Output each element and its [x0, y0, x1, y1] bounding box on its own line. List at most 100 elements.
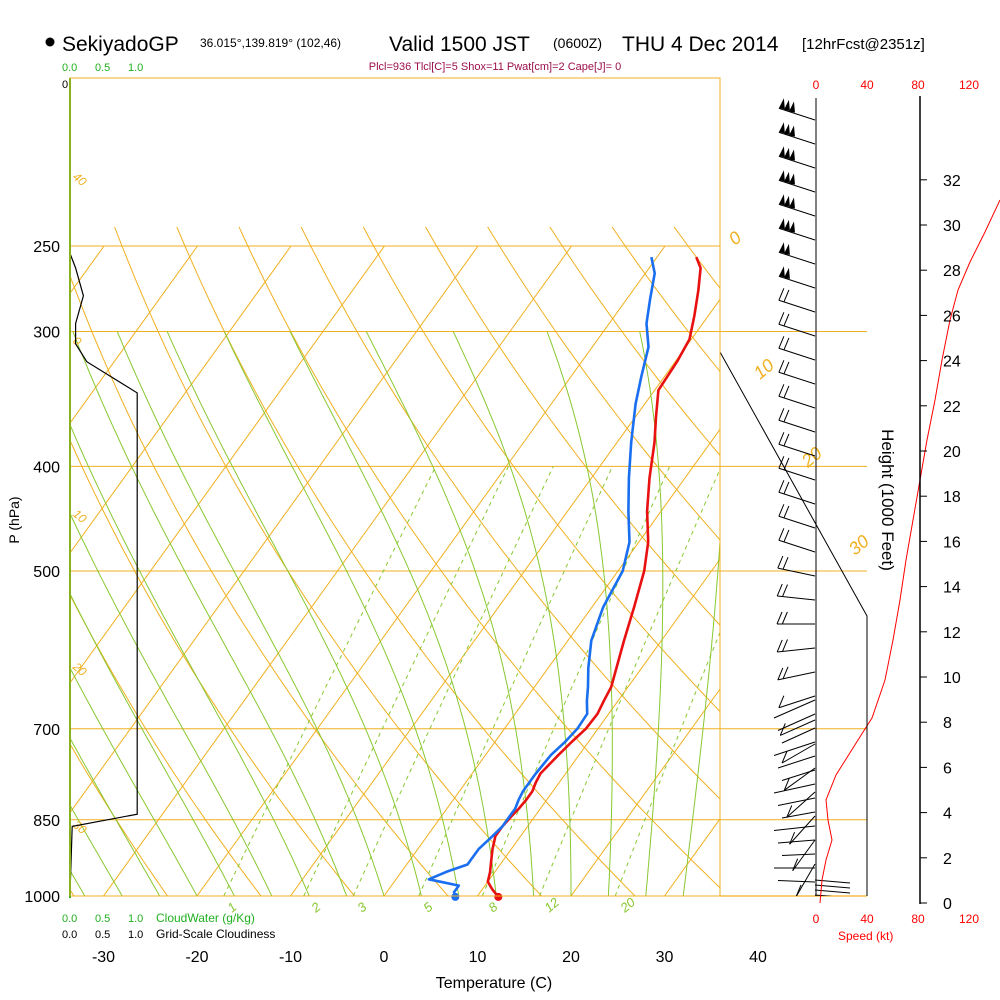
wind-barb-feather [778, 312, 785, 325]
wind-barb-feather [776, 639, 783, 653]
wind-barb-feather [795, 884, 802, 896]
speed-tick-top: 120 [959, 78, 979, 92]
station-coords: 36.015°,139.819° (102,46) [200, 36, 341, 50]
mixing-ratio-line [539, 468, 720, 896]
height-tick-label: 12 [943, 625, 961, 642]
wind-barb-feather [781, 750, 788, 764]
wind-barb-flag [788, 101, 795, 113]
wind-barb-shaft [780, 719, 816, 736]
wind-barb-shaft [778, 395, 816, 409]
wind-barb-flag [788, 197, 795, 209]
surface-wind-barb [814, 884, 851, 889]
isotherm-lines [70, 78, 1000, 896]
moist-adiabat-label: 10 [750, 355, 778, 383]
moist-adiabat-line [72, 331, 348, 896]
wind-barb-feather [782, 584, 788, 597]
height-tick-label: 32 [943, 173, 961, 190]
wind-barb-shaft [778, 155, 816, 169]
temperature-tick-label: 30 [656, 949, 674, 966]
speed-tick-bottom: 120 [959, 912, 979, 926]
cloud-water-bottom-tick-0: 0.0 [62, 913, 77, 925]
cloud-water-top-tick-2: 1.0 [128, 62, 143, 74]
dry-adiabat-line [985, 227, 1000, 919]
moist-adiabat-line [546, 331, 613, 896]
station-name: SekiyadoGP [62, 33, 179, 56]
wind-barb-shaft [773, 825, 816, 831]
dry-adiabat-line [114, 226, 543, 896]
surface-wind-barb [814, 889, 851, 894]
wind-barb-flag [783, 195, 790, 207]
dry-adiabat-line [549, 226, 720, 457]
wind-barb-flag [783, 99, 790, 111]
wind-barb-shaft [778, 539, 816, 553]
wind-barb-shaft [773, 741, 816, 756]
wind-barb-shaft [778, 203, 816, 217]
moist-adiabat-lines [0, 331, 720, 897]
dry-adiabat-line [923, 227, 1000, 919]
height-tick-label: 24 [943, 354, 961, 371]
wind-barb-feather [783, 481, 790, 495]
dry-adiabat-line [176, 226, 636, 896]
moist-adiabat-line [70, 592, 235, 896]
moist-adiabat-line [223, 331, 460, 896]
dry-adiabat-line [70, 274, 449, 896]
wind-barb-feather [792, 858, 799, 871]
wind-barb-shaft [781, 743, 816, 764]
stability-indices: Plcl=936 Tlcl[C]=5 Shox=11 Pwat[cm]=2 Ca… [369, 61, 621, 73]
cloud-water-bottom-tick-2: 1.0 [128, 913, 143, 925]
wind-barb-feather [782, 557, 789, 570]
wind-barb-shaft [778, 347, 816, 361]
wind-barb-flag [788, 125, 795, 137]
isotherm-line [945, 246, 1000, 896]
moist-adiabat-label: 0 [725, 227, 746, 249]
moist-adiabat-line [70, 667, 198, 896]
wind-barb-shaft [778, 371, 816, 385]
moist-adiabat-label: 20 [797, 443, 826, 472]
wind-barb-flag [778, 146, 785, 158]
temperature-tick-label: -20 [185, 949, 208, 966]
temperature-tick-label: 40 [749, 949, 767, 966]
wind-barb-shaft [781, 727, 816, 744]
moist-adiabat-line [289, 331, 497, 896]
cloud-water-bottom-tick-1: 0.5 [95, 913, 110, 925]
pressure-tick-label: 700 [33, 722, 60, 739]
wind-barb-flag [778, 266, 785, 278]
wind-barb-shaft [778, 491, 816, 505]
moist-adiabat-line [70, 804, 123, 896]
wind-barb-shaft [778, 515, 816, 529]
wind-barb-feather [778, 504, 785, 517]
height-tick-label: 22 [943, 399, 961, 416]
mixing-ratio-line [614, 631, 720, 896]
wind-barb-flag [778, 218, 785, 230]
surface-wind-barb [814, 879, 851, 884]
wind-barb-shaft [773, 699, 816, 719]
y-axis-title: P (hPa) [6, 496, 22, 543]
wind-barb-feather [783, 409, 790, 423]
moist-adiabat-line [166, 331, 422, 896]
temperature-tick-label: 10 [469, 949, 487, 966]
mixing-ratio-label: 20 [617, 894, 639, 916]
temperature-tick-label: -10 [279, 949, 302, 966]
wind-barb-flag [788, 221, 795, 233]
pressure-tick-label: 400 [33, 459, 60, 476]
height-tick-label: 28 [943, 263, 961, 280]
moist-adiabat-line [639, 331, 664, 896]
dry-adiabat-line [425, 226, 720, 626]
wind-barb-feather [778, 360, 785, 373]
wind-barb-feather [781, 611, 788, 625]
grid-cloudiness-label: Grid-Scale Cloudiness [156, 927, 275, 941]
wind-barb-feather [776, 583, 783, 597]
dry-adiabat-line [70, 743, 169, 896]
wind-barb-feather [783, 337, 790, 351]
moist-adiabat-line [0, 332, 47, 897]
height-tick-label: 10 [943, 670, 961, 687]
wind-barb-shaft [778, 419, 816, 433]
wind-barb-feather [778, 336, 785, 349]
wind-barb-feather [783, 505, 790, 519]
dry-adiabat-line [736, 227, 1000, 919]
wind-barb-feather [778, 480, 785, 493]
wind-barb-shaft [778, 695, 816, 709]
height-tick-label: 26 [943, 308, 961, 325]
dry-adiabat-line [70, 439, 356, 896]
